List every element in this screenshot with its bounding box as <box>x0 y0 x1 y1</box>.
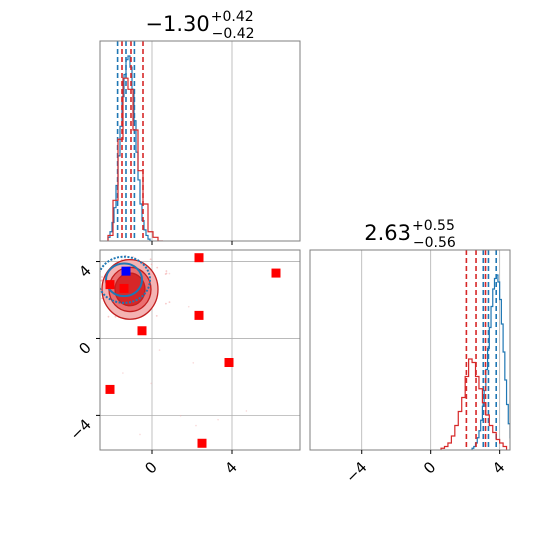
scatter-sample-point <box>114 315 117 318</box>
red-square-marker-4 <box>194 310 204 320</box>
hist-param0-frame <box>99 40 301 242</box>
scatter-sample-point <box>149 258 152 261</box>
scatter-sample-point <box>150 263 153 266</box>
hist-param1-plot-area <box>361 250 510 450</box>
hist-param0-background <box>100 41 300 241</box>
red-square-marker-1 <box>105 384 115 394</box>
scatter-ytick-label-1: 0 <box>75 339 94 358</box>
scatter-sample-point <box>217 418 219 421</box>
blue-square-marker <box>121 266 131 276</box>
hist-param1-background <box>310 250 510 450</box>
scatter-sample-point <box>168 272 171 275</box>
scatter-sample-point <box>120 258 123 261</box>
scatter-sample-point <box>150 382 152 385</box>
scatter-sample-point <box>195 424 197 427</box>
blue-contour-level-1 <box>105 262 143 298</box>
red-square-marker-3 <box>194 253 204 263</box>
hist-param1-panel <box>309 249 511 451</box>
scatter-sample-point <box>187 305 190 308</box>
scatter-sample-point <box>92 277 94 279</box>
scatter-sample-point <box>192 362 195 364</box>
hist-param1-xtick-label-2: 4 <box>489 458 508 477</box>
scatter-sample-point <box>245 410 248 412</box>
scatter-param0-param1-panel <box>90 249 301 451</box>
red-square-marker-2 <box>137 326 147 336</box>
hist-param1-title: 2.63+0.55 −0.56 <box>364 218 456 251</box>
scatter-sample-point <box>107 315 110 318</box>
scatter-sample-point <box>179 414 182 417</box>
red-square-marker-5 <box>271 268 281 278</box>
scatter-ytick-label-2: 4 <box>75 262 94 281</box>
scatter-sample-point <box>155 314 158 317</box>
scatter-xtick-label-1: 4 <box>221 458 240 477</box>
hist-param0-red-histogram <box>107 77 163 241</box>
scatter-sample-point <box>101 276 103 278</box>
scatter-xtick-label-0: 0 <box>141 458 160 477</box>
scatter-sample-point <box>168 301 171 304</box>
scatter-sample-point <box>158 349 161 351</box>
scatter-sample-point <box>97 287 99 289</box>
scatter-sample-point <box>122 372 124 374</box>
blue-contour-level-0 <box>100 255 151 304</box>
scatter-frame <box>99 249 301 451</box>
hist-param1-frame <box>309 249 511 451</box>
scatter-sample-point <box>100 279 103 282</box>
hist-param1-red-histogram <box>440 358 508 450</box>
scatter-sample-point <box>139 433 141 436</box>
scatter-sample-point <box>165 302 167 305</box>
hist-param1-xtick-label-0: −4 <box>342 458 370 486</box>
scatter-sample-point <box>165 272 168 275</box>
scatter-sample-point <box>90 280 92 282</box>
scatter-sample-point <box>165 270 168 272</box>
hist-param1-blue-histogram <box>471 274 510 450</box>
hist-param1-xtick-label-1: 0 <box>420 458 439 477</box>
red-square-marker-6 <box>224 358 234 367</box>
hist-param0-panel <box>99 40 301 245</box>
scatter-plot-area <box>90 250 300 450</box>
scatter-ytick-label-0: −4 <box>66 415 94 443</box>
scatter-sample-point <box>156 266 159 269</box>
red-square-marker-0 <box>105 280 115 290</box>
red-square-marker-8 <box>119 283 129 293</box>
red-square-marker-7 <box>197 438 207 448</box>
hist-param0-plot-area <box>107 41 233 241</box>
hist-param0-title: −1.30+0.42 −0.42 <box>145 9 254 42</box>
scatter-sample-point <box>91 296 93 298</box>
hist-param0-blue-histogram <box>107 55 152 241</box>
